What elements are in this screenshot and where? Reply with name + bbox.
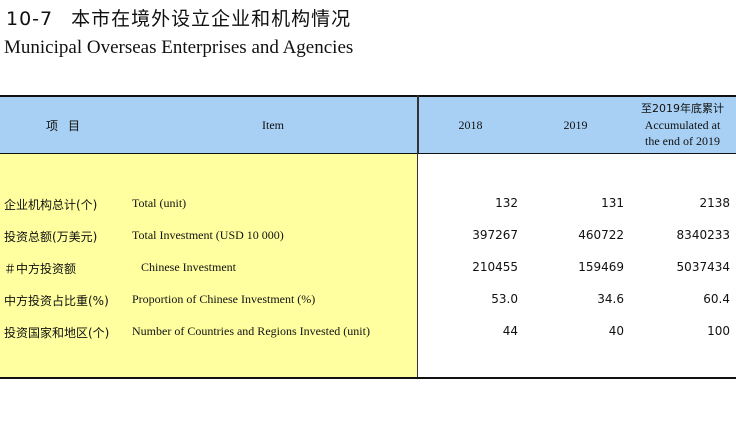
cell-2019: 40 xyxy=(608,324,624,338)
table-title-cn: 10-7 本市在境外设立企业和机构情况 xyxy=(6,4,351,31)
row-label-cn: 企业机构总计(个) xyxy=(4,198,98,212)
data-table: 项目 Item 2018 2019 至2019年底累计 Accumulated … xyxy=(0,95,736,379)
row-label-en: Total (unit) xyxy=(132,196,187,210)
table-title-text: 本市在境外设立企业和机构情况 xyxy=(71,8,352,30)
cell-accumulated: 60.4 xyxy=(703,292,730,306)
table-number: 10-7 xyxy=(6,8,54,30)
label-column-bg xyxy=(0,154,418,378)
header-accumulated-cn: 至2019年底累计 xyxy=(641,102,724,115)
row-label-cn: ＃中方投资额 xyxy=(4,262,77,276)
cell-accumulated: 8340233 xyxy=(676,228,730,242)
row-label-en: Total Investment (USD 10 000) xyxy=(132,228,284,242)
table-bottom-rule xyxy=(0,377,736,379)
header-divider xyxy=(0,153,736,154)
header-accumulated-en-1: Accumulated at xyxy=(644,118,721,132)
header-2019: 2019 xyxy=(522,95,629,153)
row-label-en: Number of Countries and Regions Invested… xyxy=(132,324,370,338)
row-label-cn: 投资国家和地区(个) xyxy=(4,326,110,340)
table-title-en: Municipal Overseas Enterprises and Agenc… xyxy=(4,37,354,58)
cell-2018: 53.0 xyxy=(491,292,518,306)
row-label-cn: 中方投资占比重(%) xyxy=(4,294,109,308)
table-row: 企业机构总计(个) Total (unit) 132 131 2138 xyxy=(0,192,736,216)
column-divider xyxy=(417,95,418,378)
row-label-en: Chinese Investment xyxy=(141,260,236,274)
header-accumulated-en-2: the end of 2019 xyxy=(645,134,720,148)
cell-2019: 159469 xyxy=(578,260,624,274)
table-row: 中方投资占比重(%) Proportion of Chinese Investm… xyxy=(0,288,736,312)
table-row: 投资总额(万美元) Total Investment (USD 10 000) … xyxy=(0,224,736,248)
header-2018: 2018 xyxy=(418,95,522,153)
cell-2019: 34.6 xyxy=(597,292,624,306)
header-item-cell: 项目 Item xyxy=(0,95,418,153)
cell-2019: 131 xyxy=(601,196,624,210)
header-accumulated: 至2019年底累计 Accumulated at the end of 2019 xyxy=(629,95,736,153)
cell-2019: 460722 xyxy=(578,228,624,242)
cell-accumulated: 100 xyxy=(707,324,730,338)
header-item-cn: 项目 xyxy=(46,118,91,133)
table-row: 投资国家和地区(个) Number of Countries and Regio… xyxy=(0,320,736,344)
cell-accumulated: 2138 xyxy=(699,196,730,210)
cell-2018: 44 xyxy=(502,324,518,338)
cell-2018: 397267 xyxy=(472,228,518,242)
row-label-cn: 投资总额(万美元) xyxy=(4,230,98,244)
cell-2018: 132 xyxy=(495,196,518,210)
cell-2018: 210455 xyxy=(472,260,518,274)
table-row: ＃中方投资额 Chinese Investment 210455 159469 … xyxy=(0,256,736,280)
header-item-en: Item xyxy=(262,117,284,132)
row-label-en: Proportion of Chinese Investment (%) xyxy=(132,292,316,306)
cell-accumulated: 5037434 xyxy=(676,260,730,274)
